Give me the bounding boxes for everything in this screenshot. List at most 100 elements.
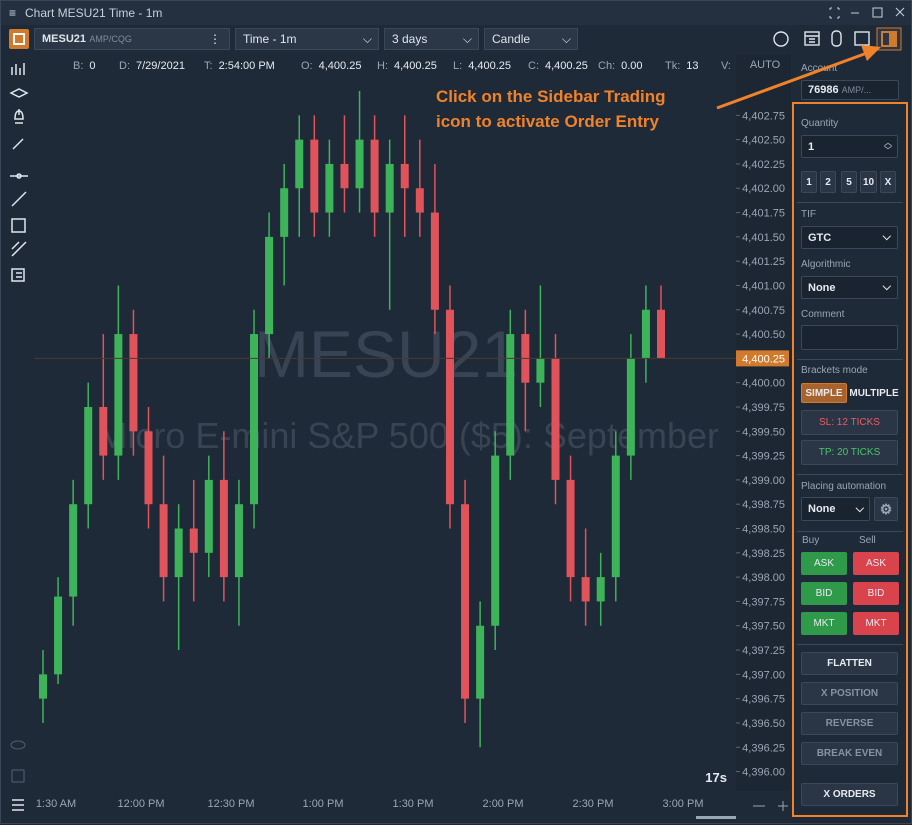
action-button[interactable]: REVERSE xyxy=(801,712,898,735)
placing-select[interactable]: None ⌵ xyxy=(801,497,870,521)
sidebar-toggle[interactable] xyxy=(9,29,29,49)
candle-body xyxy=(506,334,515,456)
quantity-preset[interactable]: 2 xyxy=(820,171,836,193)
take-profit[interactable]: TP: 20 TICKS xyxy=(801,440,898,465)
y-tick-label: 4,399.50 xyxy=(742,426,785,438)
y-tick-label: 4,398.25 xyxy=(742,548,785,560)
candle-body xyxy=(355,139,364,189)
info-label: C: xyxy=(528,60,539,72)
candle-body xyxy=(234,504,243,578)
separator xyxy=(797,202,903,203)
quantity-preset[interactable]: 5 xyxy=(841,171,857,193)
candle-body xyxy=(611,455,620,578)
style-select[interactable]: Candle ⌵ xyxy=(484,28,578,50)
candle-body xyxy=(400,163,409,189)
quantity-preset[interactable]: X xyxy=(880,171,896,193)
buy-button[interactable]: MKT xyxy=(801,612,847,635)
info-value: 0 xyxy=(89,60,96,72)
drawing-tools[interactable] xyxy=(7,59,31,289)
brackets-simple[interactable]: SIMPLE xyxy=(801,383,847,403)
info-value: 7/29/2021 xyxy=(136,60,185,72)
tif-select[interactable]: GTC ⌵ xyxy=(801,226,898,249)
action-button[interactable]: X ORDERS xyxy=(801,783,898,806)
bottom-tools[interactable] xyxy=(5,736,31,820)
zoom-controls[interactable] xyxy=(753,801,788,811)
range: 3 days xyxy=(392,32,428,46)
stop-loss[interactable]: SL: 12 TICKS xyxy=(801,410,898,435)
candle-body xyxy=(566,479,575,578)
toolbar-icons[interactable] xyxy=(769,27,909,51)
y-tick-label: 4,400.75 xyxy=(742,305,785,317)
annotation-layer: Click on the Sidebar Trading icon to act… xyxy=(436,45,881,131)
info-item: Tk: 13 xyxy=(665,60,699,72)
sell-button[interactable]: MKT xyxy=(853,612,899,635)
x-tick-label: 2:30 PM xyxy=(573,798,614,810)
quantity-preset[interactable]: 1 xyxy=(801,171,817,193)
info-value: 4,400.25 xyxy=(545,60,588,72)
y-tick-label: 4,396.25 xyxy=(742,742,785,754)
candle-body xyxy=(204,479,213,553)
sell-label: Sell xyxy=(859,535,876,546)
account-select[interactable]: 76986 AMP/... xyxy=(801,80,899,100)
action-button[interactable]: FLATTEN xyxy=(801,652,898,675)
candle-body xyxy=(641,309,650,359)
candle-body xyxy=(370,139,379,213)
y-tick-label: 4,398.50 xyxy=(742,524,785,536)
settings-button[interactable]: ⚙ xyxy=(874,497,898,521)
quantity-input[interactable]: 1 ︿ ﹀ xyxy=(801,135,898,158)
action-button[interactable]: X POSITION xyxy=(801,682,898,705)
brackets-multiple[interactable]: MULTIPLE xyxy=(849,383,899,403)
algorithmic: None xyxy=(808,281,836,294)
candle-body xyxy=(174,528,183,578)
info-value: 4,400.25 xyxy=(468,60,512,72)
info-item: B: 0 xyxy=(73,60,96,72)
candle-body xyxy=(280,188,289,237)
candle-body xyxy=(657,309,665,359)
y-tick-label: 4,399.75 xyxy=(742,402,785,414)
y-tick-label: 4,401.00 xyxy=(742,280,785,292)
candle-body xyxy=(144,431,153,505)
candle-body xyxy=(250,334,259,505)
sell-button[interactable]: BID xyxy=(853,582,899,605)
info-item: D: 7/29/2021 xyxy=(119,60,185,72)
buy-button[interactable]: BID xyxy=(801,582,847,605)
y-tick-label: 4,402.75 xyxy=(742,110,785,122)
info-item: O: 4,400.25 xyxy=(301,60,361,72)
algorithmic-label: Algorithmic xyxy=(801,259,851,270)
scale-mode[interactable]: AUTO xyxy=(750,59,781,71)
separator xyxy=(797,531,903,532)
candle-body xyxy=(159,504,168,578)
symbol-box[interactable]: MESU21 AMP/CQG ⋮ xyxy=(34,28,230,50)
candle-body xyxy=(445,309,454,505)
quantity-preset[interactable]: 10 xyxy=(860,171,877,193)
range-select[interactable]: 3 days ⌵ xyxy=(384,28,479,50)
last-price-label: 4,400.25 xyxy=(742,353,785,365)
y-tick-label: 4,401.75 xyxy=(742,208,785,220)
info-value: 0.00 xyxy=(621,60,643,72)
scrollbar[interactable] xyxy=(696,816,736,819)
x-tick-label: 12:00 PM xyxy=(117,798,164,810)
buy-button[interactable]: ASK xyxy=(801,552,847,575)
title-bar xyxy=(1,1,911,25)
comment-input[interactable] xyxy=(801,325,898,350)
candle-body xyxy=(596,577,605,602)
info-label: O: xyxy=(301,60,313,72)
algorithmic-select[interactable]: None ⌵ xyxy=(801,276,898,299)
action-button[interactable]: BREAK EVEN xyxy=(801,742,898,765)
x-tick-label: 1:00 PM xyxy=(303,798,344,810)
info-item: T: 2:54:00 PM xyxy=(204,60,275,72)
timeframe-select[interactable]: Time - 1m ⌵ xyxy=(235,28,379,50)
window-controls[interactable] xyxy=(826,5,910,21)
buy-label: Buy xyxy=(802,535,820,546)
x-tick-label: 3:00 PM xyxy=(663,798,704,810)
candle-body xyxy=(461,504,470,699)
y-tick-label: 4,396.50 xyxy=(742,718,785,730)
info-label: Ch: xyxy=(598,60,616,72)
candle-body xyxy=(415,188,424,213)
menu-icon[interactable]: ≡ xyxy=(9,6,17,20)
timeframe: Time - 1m xyxy=(243,32,297,46)
sell-button[interactable]: ASK xyxy=(853,552,899,575)
symbol-watermark: MESU21 xyxy=(254,317,518,391)
y-tick-label: 4,400.00 xyxy=(742,378,785,390)
